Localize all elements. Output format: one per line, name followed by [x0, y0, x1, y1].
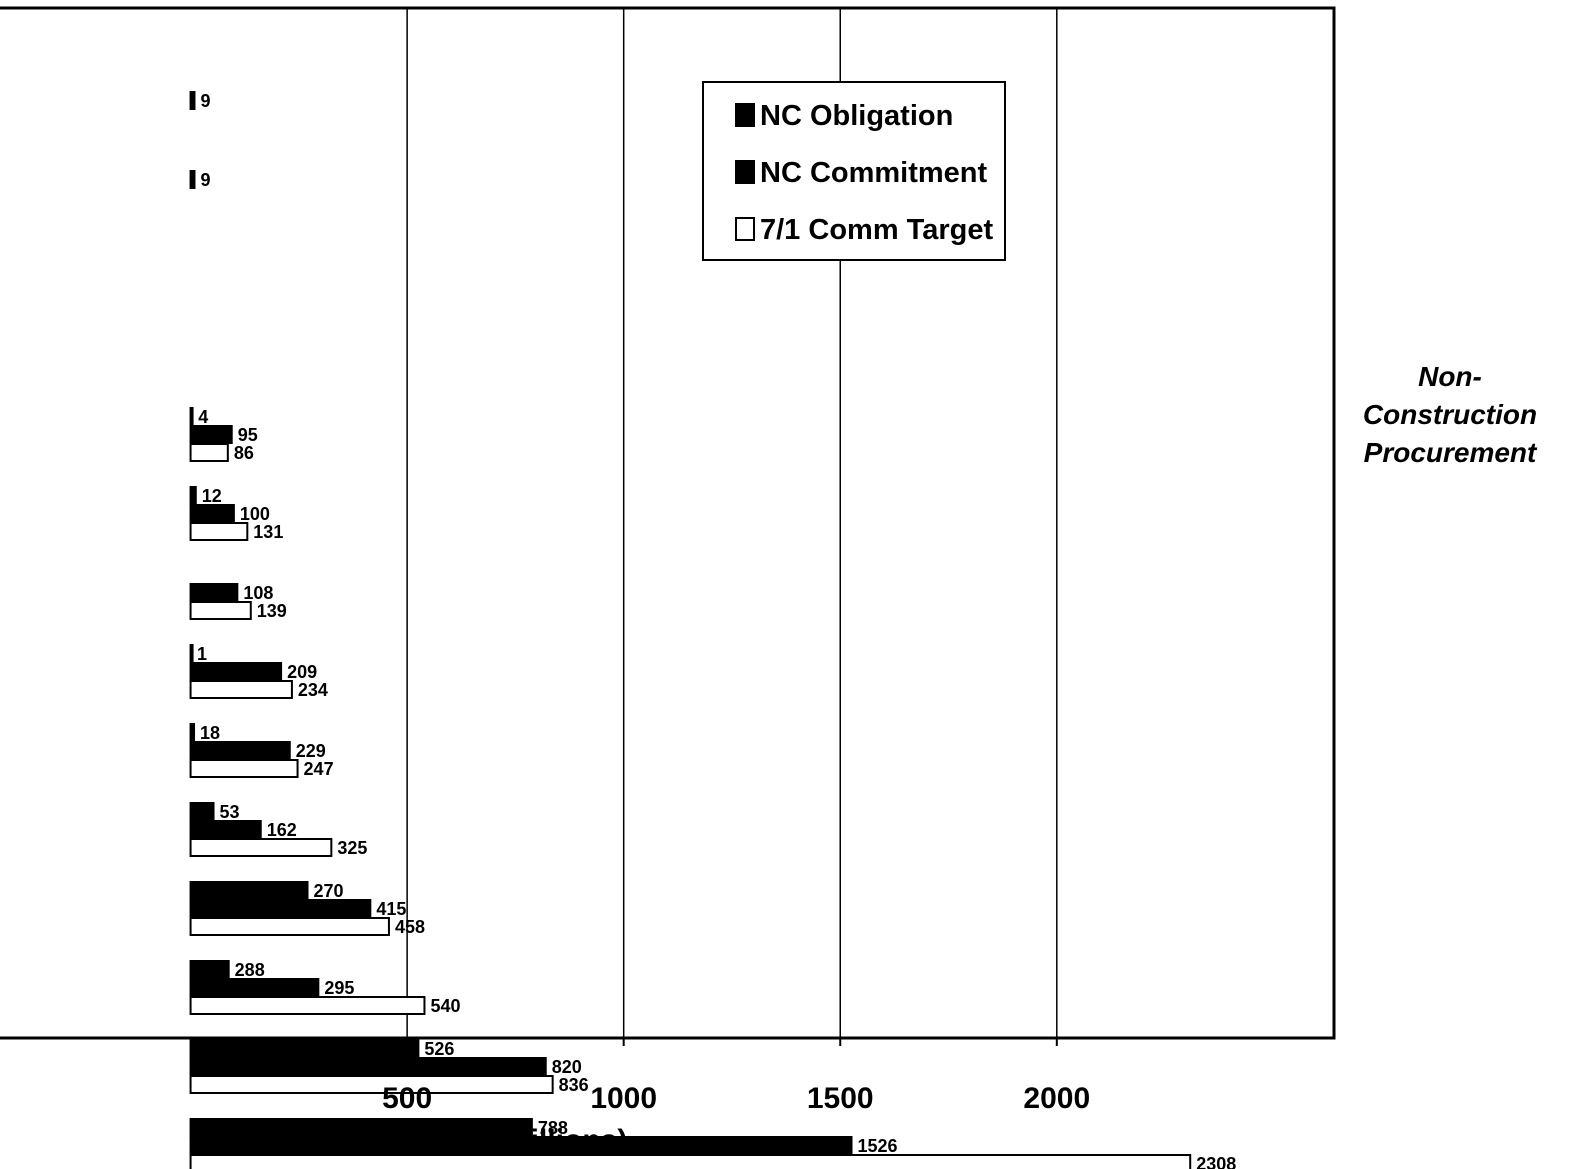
bar-value-label: 1 — [197, 644, 207, 664]
bar — [189, 759, 299, 778]
bar — [189, 802, 215, 821]
bar-value-label: 162 — [267, 820, 297, 840]
bar-value-label: 270 — [314, 881, 344, 901]
bar — [189, 443, 229, 462]
legend-swatch — [735, 217, 755, 241]
plot-frame — [0, 6, 1336, 1040]
bar — [189, 601, 252, 620]
bar-value-label: 415 — [376, 899, 406, 919]
bar — [189, 407, 194, 426]
x-tick-label: 1000 — [590, 1082, 657, 1115]
bar-value-label: 325 — [337, 838, 367, 858]
bar — [189, 170, 196, 189]
bar-value-label: 139 — [257, 601, 287, 621]
bar — [189, 1039, 420, 1058]
bar-value-label: 9 — [200, 91, 210, 111]
bar — [189, 723, 196, 742]
bar-value-label: 540 — [430, 996, 460, 1016]
x-tick-label: 2000 — [1023, 1082, 1090, 1115]
bar-value-label: 2308 — [1196, 1154, 1236, 1169]
x-tick-label: 1500 — [807, 1082, 874, 1115]
bar-value-label: 295 — [324, 978, 354, 998]
side-label-line: Procurement — [1363, 437, 1537, 468]
x-tick-labels: 500 1000 1500 2000 — [382, 1038, 1090, 1115]
bar — [189, 838, 333, 857]
bar — [189, 644, 194, 663]
bar — [189, 917, 390, 936]
bar — [189, 978, 320, 997]
bar-value-label: 234 — [298, 680, 328, 700]
bar-value-label: 526 — [424, 1039, 454, 1059]
bar-value-label: 229 — [296, 741, 326, 761]
bar-value-label: 131 — [253, 522, 283, 542]
bar — [189, 486, 197, 505]
bar-value-label: 100 — [240, 504, 270, 524]
bar-value-label: 247 — [304, 759, 334, 779]
bar-value-label: 108 — [243, 583, 273, 603]
bar-value-label: 95 — [238, 425, 258, 445]
legend-swatch — [735, 103, 755, 127]
bar — [189, 91, 196, 110]
x-tick-label: 500 — [382, 1082, 432, 1115]
bar — [189, 1154, 1192, 1169]
bar — [189, 820, 262, 839]
legend-label: 7/1 Comm Target — [760, 214, 993, 246]
bar — [189, 1075, 554, 1094]
bar — [189, 680, 293, 699]
bar — [189, 1057, 547, 1076]
bar-value-label: 788 — [538, 1118, 568, 1138]
bar — [189, 741, 291, 760]
bar — [189, 504, 235, 523]
legend: NC Obligation NC Commitment 7/1 Comm Targe… — [702, 81, 1006, 261]
bar — [189, 522, 249, 541]
side-label-line: Non- — [1418, 361, 1482, 392]
legend-swatch — [735, 160, 755, 184]
bar — [189, 996, 426, 1015]
bar-value-label: 53 — [220, 802, 240, 822]
bar-value-label: 288 — [235, 960, 265, 980]
x-axis-label: $ (Millions) — [471, 1124, 628, 1157]
bar — [189, 425, 233, 444]
bar-value-label: 86 — [234, 443, 254, 463]
bar-value-label: 1526 — [858, 1136, 898, 1156]
side-label-line: Construction — [1362, 399, 1538, 430]
bar — [189, 662, 283, 681]
bar-value-label: 4 — [198, 407, 208, 427]
bar — [189, 960, 230, 979]
bar-value-label: 458 — [395, 917, 425, 937]
bar-value-label: 836 — [559, 1075, 589, 1095]
side-label: Non- Construction Procurement — [1340, 358, 1560, 472]
legend-label: NC Commitment — [760, 157, 988, 189]
bar-value-label: 9 — [200, 170, 210, 190]
bar — [189, 881, 309, 900]
bar — [189, 899, 372, 918]
bar — [189, 583, 239, 602]
bar-value-label: 820 — [552, 1057, 582, 1077]
bar-value-label: 209 — [287, 662, 317, 682]
legend-label: NC Obligation — [760, 100, 953, 132]
bar-value-label: 18 — [200, 723, 220, 743]
bar-value-label: 12 — [202, 486, 222, 506]
